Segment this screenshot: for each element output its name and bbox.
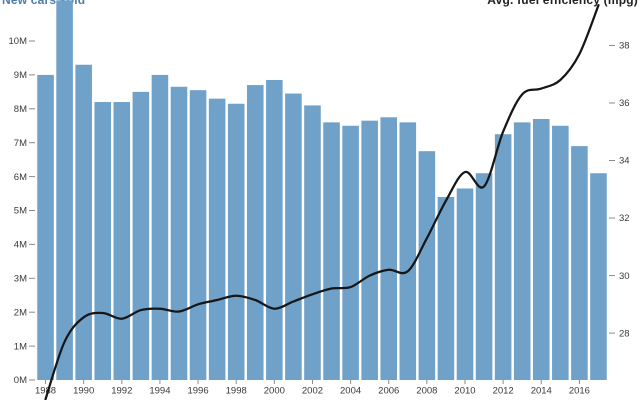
sales-bar-2002 <box>304 105 321 380</box>
left-axis-tick-label: 6M <box>14 172 27 183</box>
x-axis-tick-label: 2016 <box>569 386 590 397</box>
right-axis-tick-label: 36 <box>619 98 630 109</box>
sales-bar-1998 <box>227 103 245 380</box>
x-axis-tick-label: 2006 <box>378 386 399 397</box>
x-axis-tick-label: 1988 <box>35 386 56 397</box>
left-axis-tick-label: 7M <box>14 138 27 149</box>
x-axis-tick-label: 1992 <box>111 386 132 397</box>
left-axis-tick-label: 0M <box>14 375 27 386</box>
x-axis-tick-label: 2012 <box>493 386 514 397</box>
sales-bar-2009 <box>437 196 455 380</box>
sales-bar-2003 <box>323 122 340 381</box>
left-axis-tick-label: 2M <box>14 307 27 318</box>
right-axis-tick-label: 28 <box>619 328 630 339</box>
mpg-line <box>44 4 600 400</box>
left-axis-tick-label: 1M <box>14 341 27 352</box>
left-axis-tick-label: 4M <box>14 240 27 251</box>
sales-bar-1989 <box>56 0 73 380</box>
right-axis-tick-label: 30 <box>619 271 630 282</box>
left-axis-tick-label: 5M <box>14 206 27 217</box>
x-axis-tick-label: 2008 <box>416 386 437 397</box>
right-axis-title: Avg. fuel efficiency (mpg) <box>487 0 638 7</box>
left-axis-tick-label: 9M <box>14 70 27 81</box>
left-axis-title: New cars sold <box>2 0 86 7</box>
sales-bar-2014 <box>532 118 550 381</box>
sales-bar-2016 <box>571 146 588 380</box>
sales-bar-1996 <box>189 90 207 380</box>
sales-bar-2004 <box>342 125 359 380</box>
right-axis-tick-label: 34 <box>619 156 630 167</box>
x-axis-tick-label: 1996 <box>187 386 208 397</box>
sales-bar-2005 <box>361 120 378 380</box>
sales-bar-2006 <box>380 117 398 380</box>
sales-bar-2008 <box>418 151 436 380</box>
x-axis-tick-label: 2014 <box>531 386 552 397</box>
sales-bar-1993 <box>132 91 150 380</box>
x-axis-tick-label: 2002 <box>302 386 323 397</box>
left-axis-tick-label: 8M <box>14 104 27 115</box>
sales-bar-2011 <box>475 173 493 380</box>
sales-bar-2012 <box>494 134 512 380</box>
left-axis-tick-label: 10M <box>9 36 28 47</box>
left-axis-tick-label: 3M <box>14 274 27 285</box>
sales-bar-2013 <box>513 122 531 381</box>
sales-bar-1999 <box>246 85 264 380</box>
sales-bar-1990 <box>75 64 92 381</box>
sales-bar-2007 <box>399 122 417 381</box>
sales-bar-1992 <box>113 102 131 380</box>
x-axis-tick-label: 2010 <box>454 386 475 397</box>
right-axis-tick-label: 32 <box>619 213 630 224</box>
sales-bar-1995 <box>170 86 188 380</box>
x-axis-tick-label: 2004 <box>340 386 361 397</box>
sales-bar-2017 <box>590 173 607 380</box>
x-axis-tick-label: 1990 <box>73 386 94 397</box>
sales-bar-2015 <box>552 125 569 380</box>
sales-bar-2000 <box>266 80 283 380</box>
sales-bar-1988 <box>37 74 54 380</box>
sales-bar-2010 <box>456 188 474 380</box>
x-axis-tick-label: 1998 <box>226 386 247 397</box>
sales-bar-1991 <box>94 102 112 380</box>
right-axis-tick-label: 38 <box>619 41 630 52</box>
x-axis-tick-label: 2000 <box>264 386 285 397</box>
sales-bar-1994 <box>151 74 169 380</box>
x-axis-tick-label: 1994 <box>149 386 170 397</box>
sales-bar-1997 <box>208 98 226 380</box>
sales-bar-2001 <box>285 93 302 380</box>
